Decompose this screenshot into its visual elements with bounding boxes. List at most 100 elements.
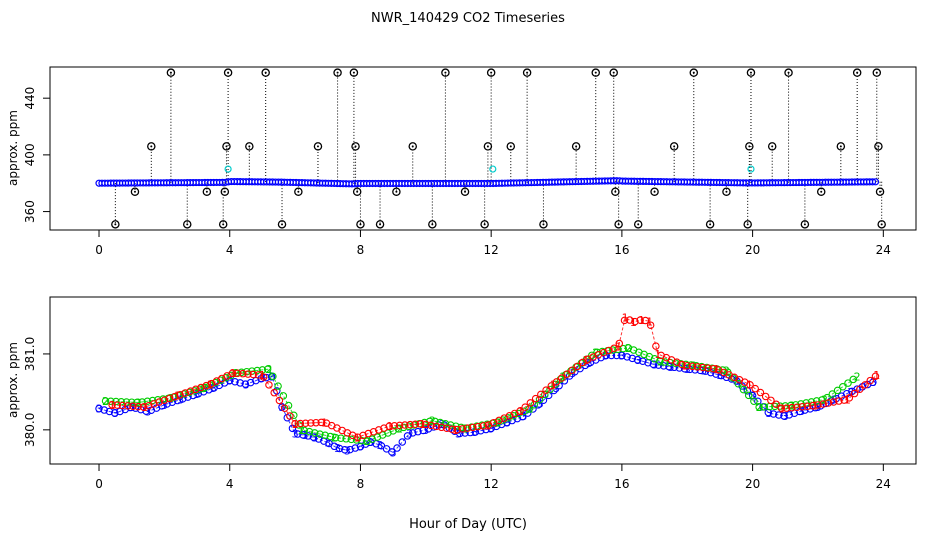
series-point bbox=[568, 366, 576, 374]
spike-point bbox=[875, 187, 885, 196]
series-point bbox=[798, 402, 807, 411]
spike-point-center bbox=[509, 145, 512, 148]
series-point bbox=[416, 420, 425, 428]
spike-point-center bbox=[316, 145, 319, 148]
series-point bbox=[231, 377, 239, 386]
series-point bbox=[165, 394, 174, 403]
spike-point-center bbox=[227, 71, 230, 74]
series-point bbox=[772, 400, 780, 408]
spike-point-center bbox=[281, 223, 284, 226]
series-point bbox=[709, 364, 718, 373]
series-point bbox=[253, 366, 261, 375]
panel-bottom-frame bbox=[49, 296, 917, 465]
series-point bbox=[432, 422, 441, 431]
spike-point-center bbox=[225, 145, 228, 148]
series-point bbox=[537, 390, 545, 399]
series-point bbox=[405, 422, 413, 430]
series-symbol: 3 bbox=[145, 406, 152, 419]
series-point bbox=[546, 385, 554, 394]
series-symbol: 2 bbox=[363, 435, 370, 448]
series-point bbox=[369, 427, 378, 436]
spike-point bbox=[872, 68, 882, 77]
series-point bbox=[286, 412, 294, 420]
series-symbol: 3 bbox=[112, 407, 119, 420]
series-point bbox=[761, 392, 770, 401]
spike-point bbox=[375, 220, 385, 229]
series-point bbox=[144, 401, 153, 410]
panel-top: 0 4 8 12 16 20 24 360 400 440 approx. ppm bbox=[6, 66, 917, 257]
spike-point bbox=[483, 142, 493, 151]
series-symbol: 1 bbox=[230, 367, 237, 380]
series-point bbox=[641, 316, 650, 325]
series-symbol: 1 bbox=[615, 340, 622, 353]
series-point bbox=[176, 391, 184, 399]
p1-y-tick-label: 360 bbox=[23, 200, 37, 223]
series-point bbox=[139, 403, 148, 411]
series-symbol: 3 bbox=[553, 382, 560, 395]
series-point bbox=[143, 397, 152, 405]
spike-point bbox=[743, 220, 752, 229]
series-point bbox=[437, 423, 446, 432]
series-point bbox=[620, 316, 629, 325]
series-point bbox=[526, 399, 535, 407]
series-point bbox=[542, 386, 550, 394]
series-symbol: 3 bbox=[259, 372, 266, 385]
series-point bbox=[110, 409, 119, 417]
spike-point bbox=[745, 142, 754, 151]
series-point bbox=[241, 380, 250, 388]
series-symbol: 1 bbox=[582, 354, 589, 367]
series-point bbox=[563, 370, 571, 378]
series-point bbox=[171, 392, 179, 401]
series-point bbox=[100, 406, 108, 414]
series-point bbox=[687, 361, 695, 369]
series-point bbox=[656, 357, 664, 365]
series-symbol: 3 bbox=[377, 439, 384, 452]
series-point bbox=[380, 424, 388, 432]
series-point bbox=[175, 391, 183, 400]
series-symbol: 3 bbox=[301, 429, 308, 442]
spike-point bbox=[650, 187, 659, 196]
p2-x-tick-label: 12 bbox=[484, 477, 499, 491]
series-symbol: 3 bbox=[344, 444, 351, 457]
series-symbol: 1 bbox=[654, 348, 661, 361]
series-point bbox=[474, 422, 482, 431]
series-symbol: 3 bbox=[471, 426, 478, 439]
series-symbol: 3 bbox=[226, 375, 233, 388]
series-point bbox=[290, 411, 298, 420]
series-symbol: 3 bbox=[586, 357, 593, 370]
series-symbol: 1 bbox=[517, 405, 524, 418]
spike-point bbox=[784, 68, 793, 77]
spike-point bbox=[183, 220, 192, 229]
series-point bbox=[803, 402, 812, 410]
series-point bbox=[406, 420, 414, 429]
p1-y-tick-label: 440 bbox=[23, 87, 37, 110]
series-symbol: 3 bbox=[390, 447, 397, 460]
series-point bbox=[113, 401, 122, 409]
series-point bbox=[236, 379, 244, 387]
series-point bbox=[558, 374, 566, 382]
series-point bbox=[150, 400, 158, 408]
panel-bottom-ylabel: approx. ppm bbox=[6, 342, 20, 418]
series-point bbox=[138, 398, 146, 406]
series-symbol: 3 bbox=[716, 369, 723, 382]
spike-point-center bbox=[692, 71, 695, 74]
series-symbol: 1 bbox=[630, 316, 637, 329]
series-point bbox=[436, 418, 444, 427]
spike-point bbox=[218, 220, 228, 229]
spike-point bbox=[669, 142, 679, 151]
series-point bbox=[760, 403, 769, 411]
series-point bbox=[244, 370, 252, 378]
spike-point bbox=[506, 142, 516, 151]
spike-point bbox=[836, 142, 846, 151]
series-symbol: 1 bbox=[622, 311, 629, 324]
series-point bbox=[280, 404, 289, 412]
series-symbol: 2 bbox=[690, 359, 697, 372]
spike-point bbox=[294, 187, 303, 196]
series-point bbox=[659, 362, 668, 370]
spike-point-center bbox=[356, 190, 359, 193]
spike-point-center bbox=[526, 71, 529, 74]
series-point bbox=[652, 342, 660, 350]
series-point bbox=[649, 360, 658, 368]
spike-point bbox=[351, 142, 360, 151]
